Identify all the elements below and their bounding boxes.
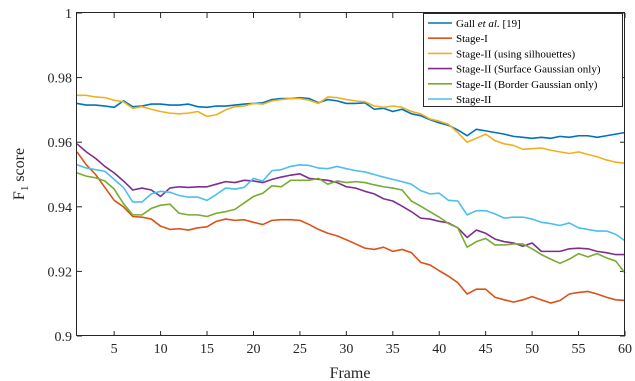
- series-line-stage-ii-border-gaussian-only: [76, 172, 626, 274]
- legend-label: Gall et al. [19]: [456, 18, 521, 30]
- legend-box: [423, 13, 623, 107]
- x-tick-label: 55: [572, 342, 586, 357]
- x-tick-label: 20: [246, 342, 260, 357]
- legend-items: Gall et al. [19] Stage-I Stage-II (using s…: [428, 18, 601, 106]
- y-tick-labels: 0.9 0.92 0.94 0.96 0.98 1: [48, 7, 73, 345]
- series-line-stage-i: [76, 151, 626, 304]
- y-axis-title-subscript: 1: [19, 186, 31, 192]
- y-axis-title: F1 score: [11, 148, 31, 200]
- y-axis-title-main: F: [11, 191, 28, 200]
- x-tick-label: 5: [111, 342, 118, 357]
- legend-label: Stage-II (Border Gaussian only): [456, 79, 598, 91]
- x-tick-label: 25: [293, 342, 307, 357]
- x-axis-title: Frame: [330, 365, 371, 381]
- legend-label: Stage-II: [456, 94, 492, 106]
- y-tick-label: 0.9: [55, 330, 73, 345]
- y-tick-label: 1: [65, 7, 72, 22]
- legend: Gall et al. [19] Stage-I Stage-II (using s…: [423, 13, 623, 107]
- legend-label: Stage-II (Surface Gaussian only): [456, 64, 601, 76]
- x-tick-labels: 5 10 15 20 25 30 35 40 45 50 55 60: [111, 342, 632, 357]
- x-tick-label: 40: [432, 342, 446, 357]
- x-tick-label: 30: [339, 342, 353, 357]
- x-tick-label: 45: [479, 342, 493, 357]
- x-tick-label: 50: [525, 342, 539, 357]
- series-line-gall-et-al-19: [76, 96, 626, 140]
- legend-label: Stage-I: [456, 33, 488, 45]
- y-tick-label: 0.98: [48, 72, 73, 87]
- x-tick-label: 15: [200, 342, 214, 357]
- y-tick-label: 0.92: [48, 265, 73, 280]
- plot-frame: [76, 12, 625, 336]
- x-tick-label: 35: [386, 342, 400, 357]
- series-line-stage-ii-surface-gaussian-only: [76, 143, 625, 256]
- legend-label: Stage-II (using silhouettes): [456, 48, 575, 60]
- series-line-stage-ii: [76, 164, 626, 242]
- series-lines: [76, 94, 626, 304]
- y-axis-title-rest: score: [11, 148, 28, 186]
- series-line-stage-ii-using-silhouettes: [77, 94, 626, 164]
- x-tick-label: 10: [154, 342, 168, 357]
- y-tick-label: 0.94: [48, 201, 73, 216]
- x-tick-label: 60: [618, 342, 632, 357]
- y-tick-label: 0.96: [48, 136, 73, 151]
